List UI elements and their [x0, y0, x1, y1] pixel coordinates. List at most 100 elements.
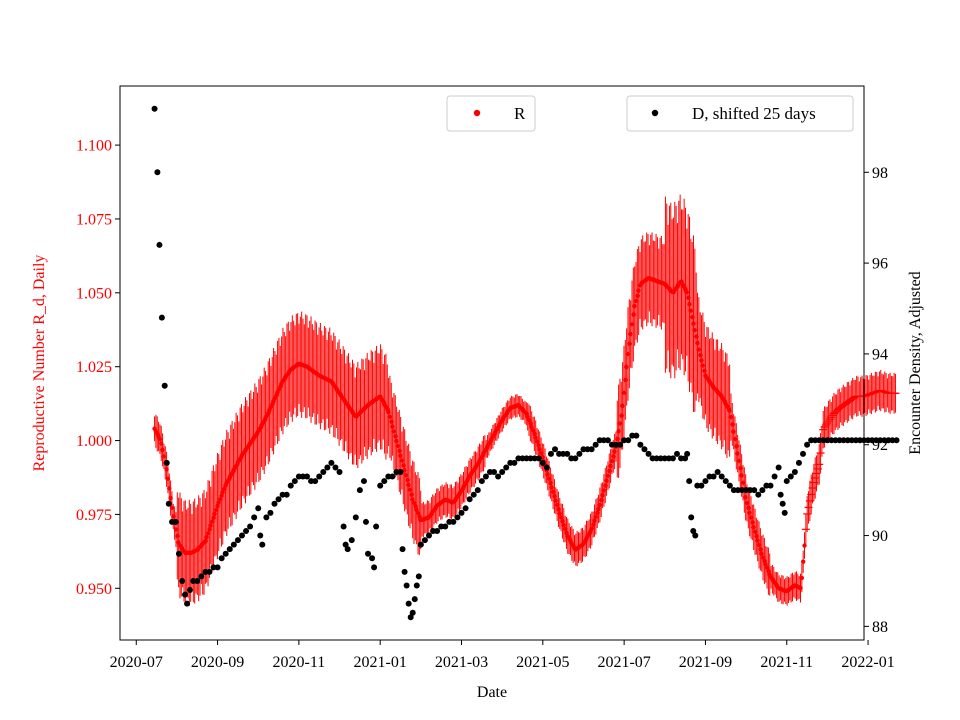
- d-point: [163, 459, 170, 466]
- d-point: [257, 532, 264, 539]
- y-left-tick-label: 1.100: [76, 138, 112, 155]
- legend-d: D, shifted 25 days: [626, 95, 854, 132]
- y-left-tick-label: 0.950: [76, 581, 112, 598]
- d-point: [767, 482, 774, 489]
- d-point: [804, 441, 811, 448]
- d-point: [397, 468, 404, 475]
- d-point: [641, 446, 648, 453]
- d-point: [287, 482, 294, 489]
- y-right-tick-label: 98: [872, 165, 888, 182]
- d-point: [415, 573, 422, 580]
- d-point: [466, 496, 473, 503]
- d-point: [182, 591, 189, 598]
- d-point: [800, 450, 807, 457]
- x-axis-label: Date: [477, 684, 507, 701]
- d-point: [893, 437, 900, 444]
- d-point: [373, 523, 380, 530]
- d-point: [702, 478, 709, 485]
- d-point: [722, 478, 729, 485]
- x-tick-label: 2020-11: [273, 654, 326, 671]
- d-point: [401, 568, 408, 575]
- d-point: [462, 505, 469, 512]
- d-point: [172, 518, 179, 525]
- d-point: [771, 473, 778, 480]
- d-point: [312, 478, 319, 485]
- d-point: [543, 464, 550, 471]
- d-point: [552, 446, 559, 453]
- d-point: [275, 496, 282, 503]
- d-point: [194, 577, 201, 584]
- d-point: [588, 446, 595, 453]
- d-point: [633, 432, 640, 439]
- d-point: [592, 441, 599, 448]
- d-point: [243, 528, 250, 535]
- d-point: [389, 473, 396, 480]
- legend-r-label: R: [514, 104, 526, 123]
- d-point: [186, 587, 193, 594]
- d-point: [499, 468, 506, 475]
- d-point: [491, 468, 498, 475]
- d-point: [710, 473, 717, 480]
- d-point: [539, 459, 546, 466]
- x-tick-label: 2021-03: [435, 654, 488, 671]
- d-point: [425, 532, 432, 539]
- d-point: [787, 473, 794, 480]
- d-point: [222, 550, 229, 557]
- d-point: [495, 473, 502, 480]
- y-left-tick-label: 1.075: [76, 211, 112, 228]
- legend-r: R: [446, 95, 536, 132]
- x-tick-label: 2021-09: [679, 654, 732, 671]
- d-point: [403, 582, 410, 589]
- r-point: [802, 543, 807, 548]
- d-point: [783, 478, 790, 485]
- d-point: [684, 450, 691, 457]
- d-point: [411, 596, 418, 603]
- d-point: [259, 541, 266, 548]
- legend-r-frame: [446, 95, 536, 132]
- d-point: [267, 509, 274, 516]
- d-point: [377, 482, 384, 489]
- axes: 2020-07 2020-09 2020-11 2021-01 2021-03 2021-…: [76, 138, 895, 671]
- d-point: [175, 550, 182, 557]
- x-tick-label: 2020-09: [191, 654, 244, 671]
- d-point: [238, 532, 245, 539]
- d-point: [151, 105, 158, 112]
- y-left-tick-label: 1.000: [76, 433, 112, 450]
- d-point: [407, 614, 414, 621]
- d-point: [356, 487, 363, 494]
- y-right-tick-label: 96: [872, 256, 888, 273]
- d-point: [795, 459, 802, 466]
- d-point: [637, 441, 644, 448]
- r-point: [799, 575, 805, 581]
- d-point: [547, 450, 554, 457]
- d-point: [572, 455, 579, 462]
- d-point: [791, 468, 798, 475]
- series-r: [152, 194, 900, 606]
- d-point: [779, 500, 786, 507]
- d-point: [751, 487, 758, 494]
- x-tick-label: 2021-11: [760, 654, 813, 671]
- d-point: [564, 450, 571, 457]
- d-point: [320, 468, 327, 475]
- plot-area: [151, 105, 900, 621]
- d-point: [645, 450, 652, 457]
- d-point: [234, 537, 241, 544]
- d-point: [365, 550, 371, 557]
- d-point: [686, 478, 693, 485]
- d-point: [263, 514, 270, 521]
- d-point: [332, 464, 339, 471]
- d-point: [336, 468, 343, 475]
- d-point: [214, 564, 221, 571]
- d-point: [413, 582, 420, 589]
- d-point: [340, 523, 347, 530]
- d-point: [304, 473, 311, 480]
- x-tick-label: 2020-07: [110, 654, 163, 671]
- d-point: [503, 464, 510, 471]
- d-point: [450, 518, 457, 525]
- d-point: [454, 514, 461, 521]
- plot-frame: [119, 85, 865, 641]
- d-point: [478, 478, 485, 485]
- y-axis-label-right: Encounter Density, Adjusted: [907, 271, 924, 454]
- d-point: [759, 487, 766, 494]
